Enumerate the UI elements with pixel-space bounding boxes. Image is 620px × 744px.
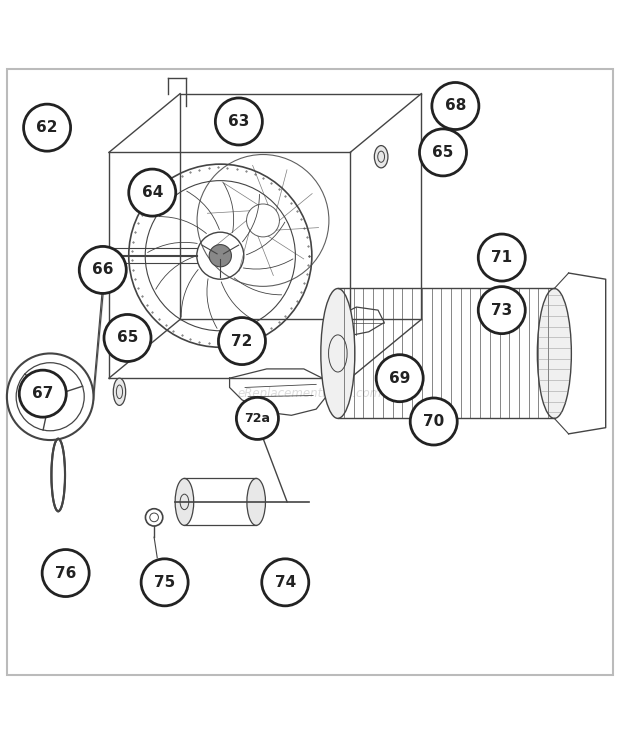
Circle shape <box>39 385 61 408</box>
Text: 72a: 72a <box>244 412 270 425</box>
Text: 65: 65 <box>432 145 454 160</box>
Ellipse shape <box>538 289 572 418</box>
Text: 73: 73 <box>491 303 512 318</box>
Ellipse shape <box>321 289 355 418</box>
Text: 70: 70 <box>423 414 445 429</box>
Circle shape <box>24 104 71 151</box>
Text: 69: 69 <box>389 371 410 385</box>
Circle shape <box>432 83 479 129</box>
Circle shape <box>19 371 66 417</box>
Ellipse shape <box>113 378 126 405</box>
Circle shape <box>42 550 89 597</box>
Circle shape <box>215 98 262 145</box>
Circle shape <box>46 392 55 401</box>
Text: 75: 75 <box>154 575 175 590</box>
Circle shape <box>236 397 278 440</box>
Circle shape <box>420 129 466 176</box>
Circle shape <box>478 234 525 281</box>
Circle shape <box>376 355 423 402</box>
Text: 67: 67 <box>32 386 53 401</box>
Text: 71: 71 <box>491 250 512 265</box>
Circle shape <box>129 169 175 216</box>
Text: 72: 72 <box>231 333 252 349</box>
Circle shape <box>218 318 265 365</box>
Text: 63: 63 <box>228 114 249 129</box>
Ellipse shape <box>175 478 193 525</box>
Text: 65: 65 <box>117 330 138 345</box>
Circle shape <box>478 286 525 333</box>
Circle shape <box>410 398 457 445</box>
Text: 68: 68 <box>445 98 466 114</box>
Text: 62: 62 <box>37 120 58 135</box>
Circle shape <box>79 246 126 293</box>
Circle shape <box>104 315 151 362</box>
Text: 64: 64 <box>141 185 163 200</box>
Text: 66: 66 <box>92 263 113 278</box>
Circle shape <box>262 559 309 606</box>
Ellipse shape <box>247 478 265 525</box>
Text: 74: 74 <box>275 575 296 590</box>
Text: eReplacementParts.com: eReplacementParts.com <box>238 387 382 400</box>
Circle shape <box>209 245 231 267</box>
Text: 76: 76 <box>55 565 76 580</box>
Ellipse shape <box>374 146 388 168</box>
Circle shape <box>141 559 188 606</box>
